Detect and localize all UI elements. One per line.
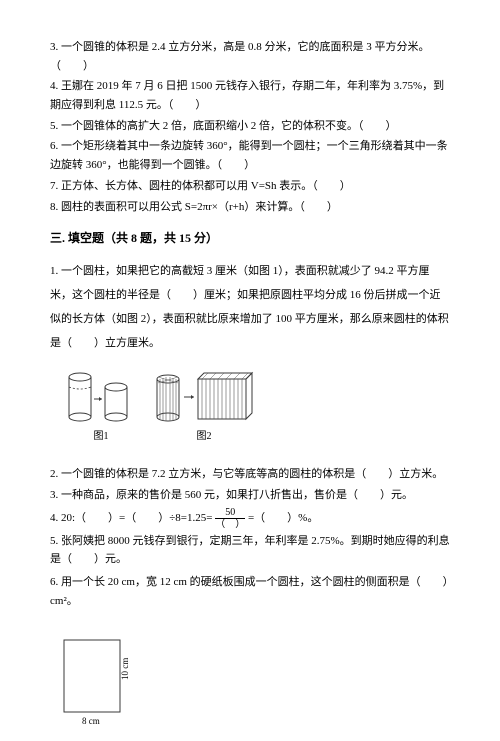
fill-q5: 5. 张阿姨把 8000 元钱存到银行，定期三年，年利率是 2.75%。到期时她… <box>50 532 450 569</box>
fill-q4-fraction: 50 （ ） <box>215 507 245 530</box>
judge-q4: 4. 王娜在 2019 年 7 月 6 日把 1500 元钱存入银行，存期二年，… <box>50 77 450 114</box>
fill-q3: 3. 一种商品，原来的售价是 560 元，如果打八折售出，售价是（ ）元。 <box>50 486 450 505</box>
fig2-label: 图2 <box>154 428 254 445</box>
frac-numerator: 50 <box>215 507 245 519</box>
fill-q6: 6. 用一个长 20 cm，宽 12 cm 的硬纸板围成一个圆柱，这个圆柱的侧面… <box>50 573 450 610</box>
judge-q8: 8. 圆柱的表面积可以用公式 S=2πr×（r+h）来计算。（ ） <box>50 198 450 217</box>
judge-q3: 3. 一个圆锥的体积是 2.4 立方分米，高是 0.8 分米，它的底面积是 3 … <box>50 38 450 75</box>
judge-q7: 7. 正方体、长方体、圆柱的体积都可以用 V=Sh 表示。（ ） <box>50 177 450 196</box>
figure-1: 图1 <box>66 369 136 445</box>
figure-2: 图2 <box>154 369 254 445</box>
fill-q2: 2. 一个圆锥的体积是 7.2 立方米，与它等底等高的圆柱的体积是（ ）立方米。 <box>50 465 450 484</box>
fig1-label: 图1 <box>66 428 136 445</box>
rect-height-label: 10 cm <box>120 658 130 680</box>
judge-q5: 5. 一个圆锥体的高扩大 2 倍，底面积缩小 2 倍，它的体积不变。（ ） <box>50 117 450 136</box>
judge-q6: 6. 一个矩形绕着其中一条边旋转 360°，能得到一个圆柱；一个三角形绕着其中一… <box>50 137 450 174</box>
fill-q4-part-b: =（ ）%。 <box>248 512 318 524</box>
fill-q1: 1. 一个圆柱，如果把它的高截短 3 厘米（如图 1），表面积就减少了 94.2… <box>50 259 450 356</box>
figure-row: 图1 <box>66 369 450 445</box>
rect-width-label: 8 cm <box>82 716 100 726</box>
fill-q4: 4. 20:（ ）=（ ）÷8=1.25= 50 （ ） =（ ）%。 <box>50 507 450 530</box>
fill-q4-part-a: 4. 20:（ ）=（ ）÷8=1.25= <box>50 512 212 524</box>
rectangle-figure: 10 cm 8 cm <box>56 634 450 741</box>
section-3-title: 三. 填空题（共 8 题，共 15 分） <box>50 228 450 248</box>
